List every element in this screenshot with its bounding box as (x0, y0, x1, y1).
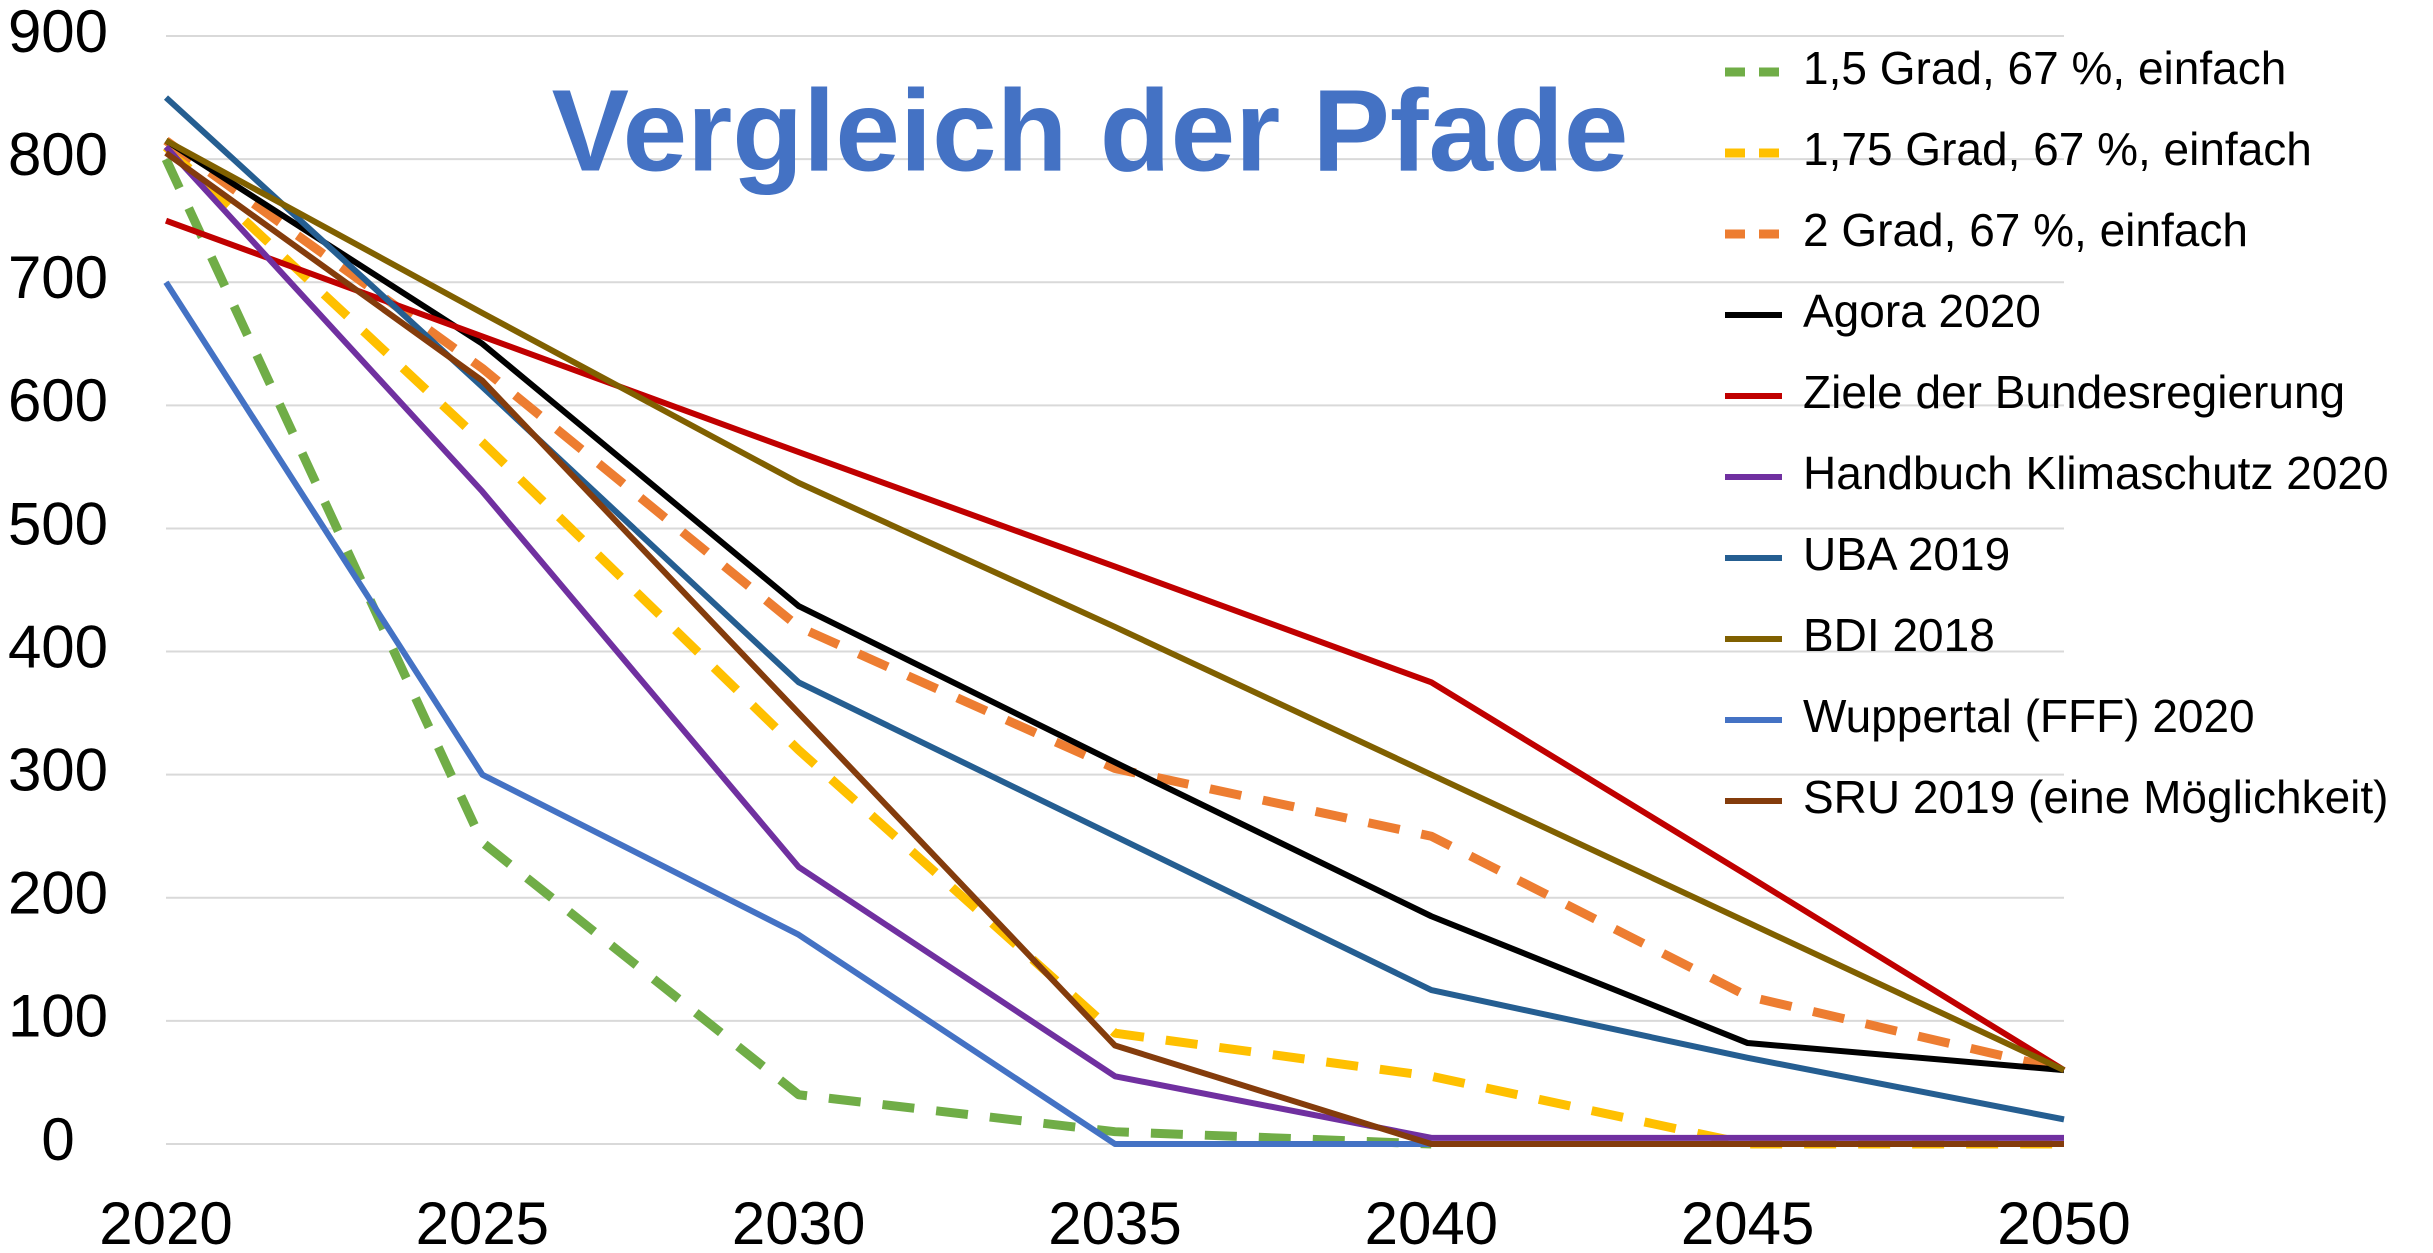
legend-label: UBA 2019 (1803, 528, 2010, 580)
series-line (164, 138, 2066, 1073)
y-tick-label: 900 (8, 0, 108, 65)
y-tick-label: 400 (8, 613, 108, 680)
legend-label: 2 Grad, 67 %, einfach (1803, 204, 2248, 256)
legend-label: Handbuch Klimaschutz 2020 (1803, 447, 2389, 499)
y-tick-label: 100 (8, 983, 108, 1050)
series-line (163, 136, 2066, 1075)
x-tick-label: 2035 (1048, 1190, 1181, 1253)
legend-label: Wuppertal (FFF) 2020 (1803, 690, 2255, 742)
series-line (164, 138, 2065, 1074)
series-line (162, 143, 2064, 1149)
y-tick-label: 600 (8, 367, 108, 434)
legend-label: SRU 2019 (eine Möglichkeit) (1803, 771, 2389, 823)
y-tick-label: 800 (8, 121, 108, 188)
x-tick-label: 2045 (1681, 1190, 1814, 1253)
y-tick-label: 500 (8, 490, 108, 557)
legend-label: BDI 2018 (1803, 609, 1995, 661)
x-tick-label: 2030 (732, 1190, 865, 1253)
series-line (164, 217, 2066, 1073)
y-tick-label: 0 (41, 1106, 74, 1173)
legend-label: 1,75 Grad, 67 %, einfach (1803, 123, 2312, 175)
y-tick-label: 200 (8, 860, 108, 927)
legend-label: 1,5 Grad, 67 %, einfach (1803, 42, 2286, 94)
series-line (164, 150, 2064, 1147)
legend-label: Ziele der Bundesregierung (1803, 366, 2345, 418)
y-tick-label: 300 (8, 737, 108, 804)
series-line (163, 95, 2065, 1123)
x-tick-label: 2040 (1365, 1190, 1498, 1253)
plot: 0 100 200 300 400 500 600 700 800 900 2020 2025 2030… (8, 0, 2389, 1253)
x-tick-label: 2025 (416, 1190, 549, 1253)
series-line (163, 144, 2064, 1141)
legend-label: Agora 2020 (1803, 285, 2041, 337)
y-tick-label: 700 (8, 244, 108, 311)
chart-title: Vergleich der Pfade (552, 66, 1629, 196)
x-tick-label: 2020 (99, 1190, 232, 1253)
x-tick-label: 2050 (1997, 1190, 2130, 1253)
